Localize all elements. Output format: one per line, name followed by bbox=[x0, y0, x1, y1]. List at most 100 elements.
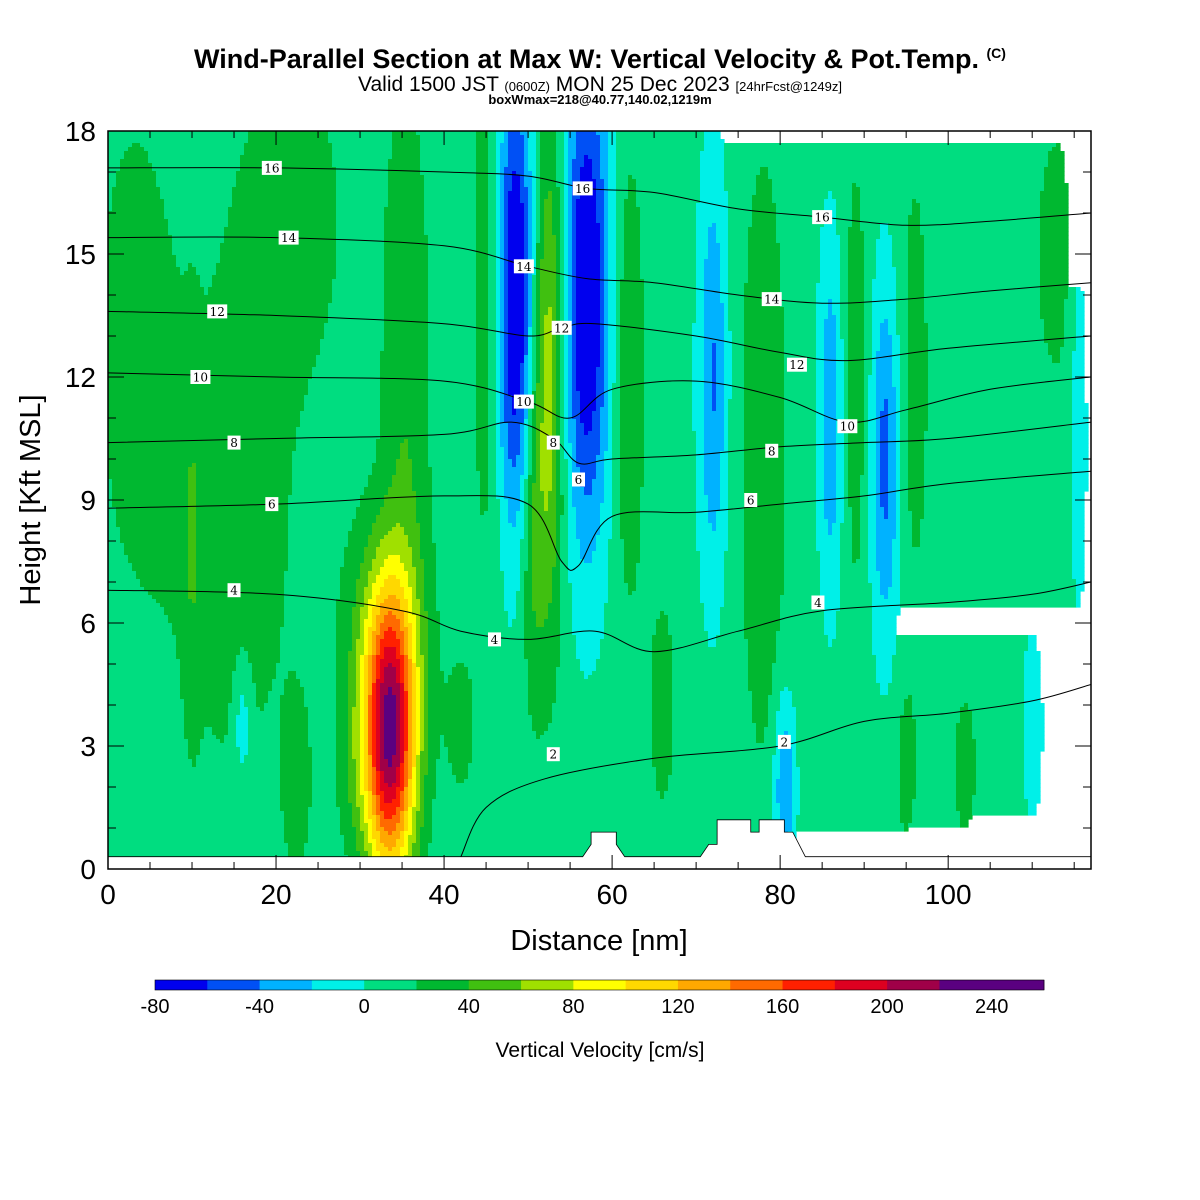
w-cell bbox=[524, 491, 529, 496]
w-cell bbox=[384, 207, 425, 212]
w-cell bbox=[232, 195, 337, 200]
w-cell bbox=[620, 355, 645, 360]
w-cell bbox=[564, 311, 569, 316]
w-cell bbox=[408, 583, 417, 588]
w-cell bbox=[108, 555, 129, 560]
w-cell bbox=[564, 307, 569, 312]
w-cell bbox=[616, 139, 705, 144]
w-cell bbox=[700, 171, 725, 176]
w-cell bbox=[532, 583, 553, 588]
w-cell bbox=[188, 575, 197, 580]
w-cell bbox=[728, 239, 749, 244]
w-cell bbox=[604, 239, 609, 244]
w-cell bbox=[504, 467, 525, 472]
w-cell bbox=[724, 555, 745, 560]
w-cell bbox=[816, 375, 825, 380]
w-cell bbox=[636, 195, 701, 200]
w-cell bbox=[436, 571, 505, 576]
w-cell bbox=[696, 523, 713, 528]
w-cell bbox=[848, 271, 865, 276]
w-cell bbox=[320, 347, 385, 352]
w-cell bbox=[572, 219, 577, 224]
w-cell bbox=[540, 147, 557, 152]
w-cell bbox=[576, 463, 597, 468]
w-cell bbox=[896, 427, 901, 432]
w-cell bbox=[816, 291, 841, 296]
w-cell bbox=[836, 499, 845, 504]
w-cell bbox=[476, 463, 489, 468]
w-cell bbox=[536, 331, 541, 336]
w-cell bbox=[620, 443, 645, 448]
w-cell bbox=[504, 583, 521, 588]
w-cell bbox=[816, 491, 825, 496]
w-cell bbox=[908, 259, 925, 264]
w-cell bbox=[544, 211, 553, 216]
w-cell bbox=[744, 523, 785, 528]
w-cell bbox=[556, 475, 561, 480]
w-cell bbox=[844, 467, 849, 472]
w-cell bbox=[824, 455, 837, 460]
w-cell bbox=[624, 199, 637, 204]
w-cell bbox=[500, 311, 505, 316]
w-cell bbox=[108, 387, 309, 392]
w-cell bbox=[880, 463, 889, 468]
w-cell bbox=[624, 203, 637, 208]
w-cell bbox=[108, 467, 189, 472]
w-cell bbox=[496, 431, 501, 436]
w-cell bbox=[108, 355, 317, 360]
w-cell bbox=[500, 199, 505, 204]
w-cell bbox=[616, 235, 625, 240]
w-cell bbox=[560, 235, 565, 240]
w-cell bbox=[600, 355, 605, 360]
w-cell bbox=[724, 559, 745, 564]
w-cell bbox=[576, 335, 601, 340]
w-cell bbox=[880, 335, 893, 340]
w-cell bbox=[784, 543, 817, 548]
w-cell bbox=[504, 415, 525, 420]
w-cell bbox=[412, 547, 421, 552]
w-cell bbox=[564, 407, 569, 412]
w-cell bbox=[504, 463, 513, 468]
w-cell bbox=[888, 487, 897, 492]
w-cell bbox=[892, 571, 901, 576]
w-cell bbox=[528, 211, 533, 216]
w-cell bbox=[524, 163, 529, 168]
w-cell bbox=[196, 511, 289, 516]
w-cell bbox=[556, 351, 561, 356]
w-cell bbox=[600, 139, 609, 144]
w-cell bbox=[900, 571, 1073, 576]
w-cell bbox=[872, 367, 877, 372]
w-cell bbox=[504, 283, 509, 288]
w-cell bbox=[560, 215, 565, 220]
w-cell bbox=[284, 575, 341, 580]
w-cell bbox=[888, 427, 897, 432]
w-cell bbox=[828, 527, 833, 532]
w-cell bbox=[924, 271, 1041, 276]
w-cell bbox=[476, 167, 489, 172]
w-cell bbox=[572, 459, 577, 464]
w-cell bbox=[824, 347, 837, 352]
w-cell bbox=[488, 219, 497, 224]
w-cell bbox=[548, 195, 553, 200]
w-cell bbox=[388, 487, 413, 492]
w-cell bbox=[500, 523, 513, 528]
w-cell bbox=[532, 267, 537, 272]
w-cell bbox=[728, 523, 745, 528]
w-cell bbox=[1072, 527, 1085, 532]
w-cell bbox=[504, 411, 513, 416]
w-cell bbox=[576, 355, 601, 360]
w-cell bbox=[408, 571, 417, 576]
w-cell bbox=[572, 451, 577, 456]
w-cell bbox=[388, 195, 425, 200]
w-cell bbox=[880, 339, 893, 344]
w-cell bbox=[564, 251, 569, 256]
w-cell bbox=[636, 203, 697, 208]
w-cell bbox=[576, 531, 601, 536]
w-cell bbox=[720, 487, 729, 492]
w-cell bbox=[756, 187, 773, 192]
w-cell bbox=[292, 475, 369, 480]
w-cell bbox=[476, 335, 489, 340]
w-cell bbox=[620, 435, 645, 440]
w-cell bbox=[908, 443, 925, 448]
w-cell bbox=[432, 491, 481, 496]
